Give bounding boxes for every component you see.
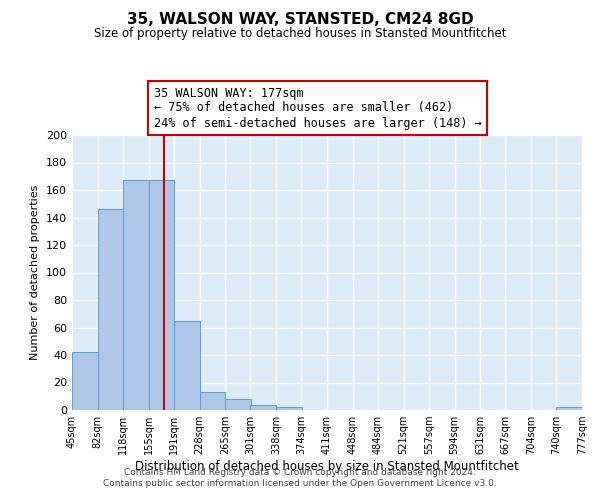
Text: 35, WALSON WAY, STANSTED, CM24 8GD: 35, WALSON WAY, STANSTED, CM24 8GD <box>127 12 473 28</box>
Text: Size of property relative to detached houses in Stansted Mountfitchet: Size of property relative to detached ho… <box>94 28 506 40</box>
Bar <box>225 399 251 410</box>
Bar <box>174 320 199 410</box>
Bar <box>149 180 175 410</box>
Text: Contains HM Land Registry data © Crown copyright and database right 2024.
Contai: Contains HM Land Registry data © Crown c… <box>103 468 497 487</box>
Bar <box>276 407 302 410</box>
Y-axis label: Number of detached properties: Number of detached properties <box>31 185 40 360</box>
Bar <box>250 404 276 410</box>
Bar <box>556 407 582 410</box>
X-axis label: Distribution of detached houses by size in Stansted Mountfitchet: Distribution of detached houses by size … <box>135 460 519 473</box>
Bar <box>123 180 149 410</box>
Text: 35 WALSON WAY: 177sqm
← 75% of detached houses are smaller (462)
24% of semi-det: 35 WALSON WAY: 177sqm ← 75% of detached … <box>154 86 481 130</box>
Bar <box>199 392 225 410</box>
Bar <box>72 352 98 410</box>
Bar <box>98 209 124 410</box>
